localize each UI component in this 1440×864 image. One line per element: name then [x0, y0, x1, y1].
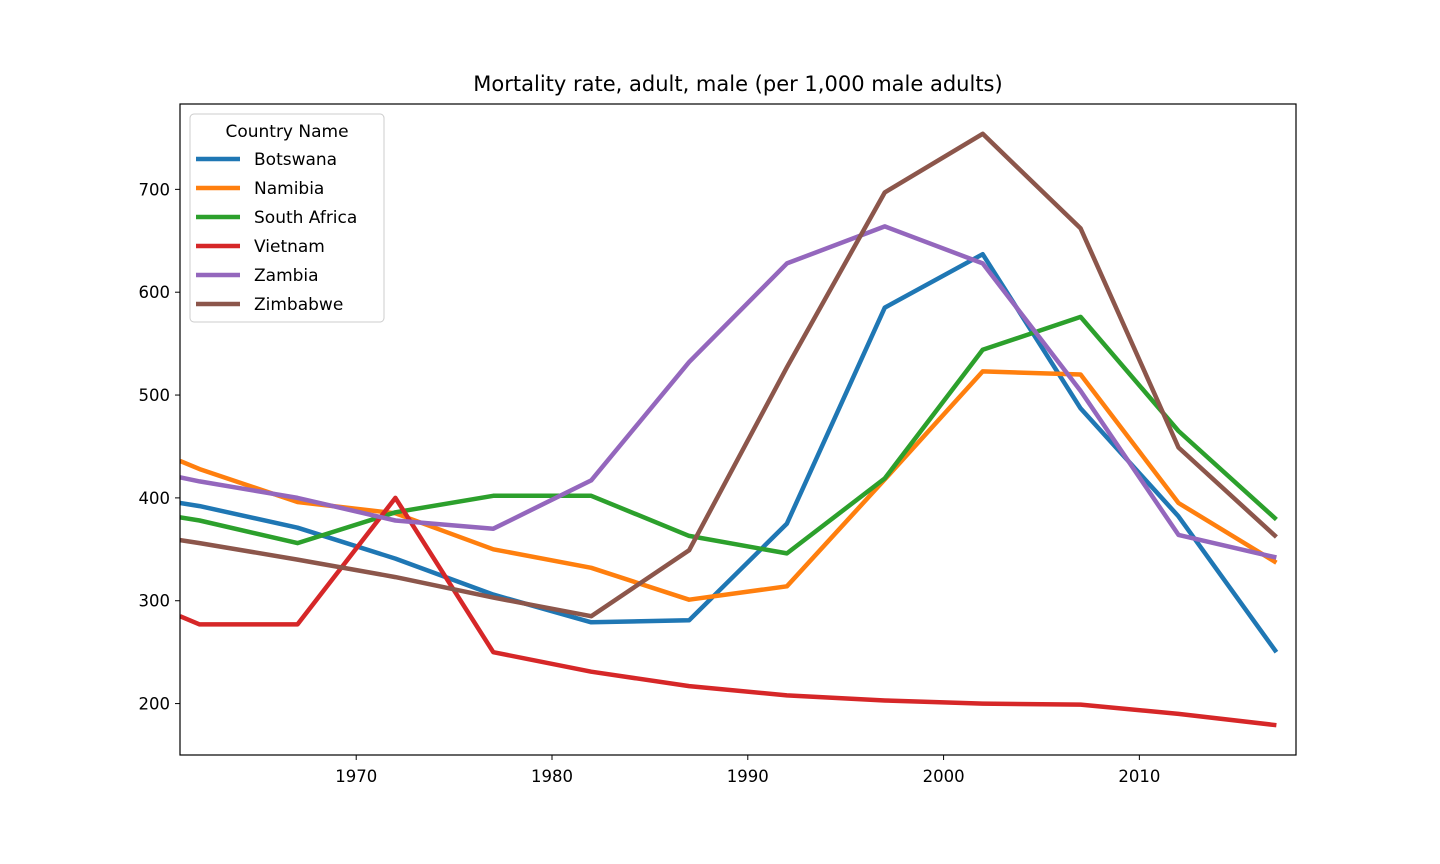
legend-label-namibia: Namibia: [254, 179, 324, 199]
y-tick-label: 300: [139, 592, 171, 611]
x-tick-label: 1980: [531, 767, 573, 786]
x-tick-label: 1990: [727, 767, 769, 786]
legend-entries: Botswana Namibia South Africa Vietnam Zambia…: [196, 150, 357, 315]
y-tick-label: 400: [139, 489, 171, 508]
series-line-vietnam: [180, 495, 1277, 728]
x-axis: 1970 1980 1990 2000 2010: [335, 755, 1160, 786]
legend-title: Country Name: [225, 122, 348, 142]
y-tick-label: 600: [139, 283, 171, 302]
series-line-namibia: [180, 369, 1278, 602]
y-tick-label: 700: [139, 180, 171, 199]
y-tick-label: 200: [139, 695, 171, 714]
x-tick-label: 2010: [1118, 767, 1160, 786]
legend-box: [189, 113, 385, 323]
legend-label-botswana: Botswana: [254, 150, 337, 170]
plot-frame: [179, 103, 1297, 756]
legend: Country Name Botswana Namibia South Africa…: [189, 113, 385, 323]
y-tick-label: 500: [139, 386, 171, 405]
x-tick-label: 2000: [923, 767, 965, 786]
plot-lines: [180, 131, 1279, 728]
series-line-botswana: [180, 251, 1279, 654]
legend-label-vietnam: Vietnam: [254, 237, 325, 257]
series-line-south-africa: [180, 314, 1278, 556]
chart-title: Mortality rate, adult, male (per 1,000 m…: [473, 72, 1002, 96]
legend-label-zambia: Zambia: [254, 266, 319, 286]
y-axis: 200 300 400 500 600 700: [139, 180, 180, 714]
x-tick-label: 1970: [335, 767, 377, 786]
series-line-zimbabwe: [180, 131, 1278, 619]
legend-label-zimbabwe: Zimbabwe: [254, 295, 343, 315]
legend-label-south-africa: South Africa: [254, 208, 357, 228]
series-line-zambia: [180, 224, 1277, 560]
